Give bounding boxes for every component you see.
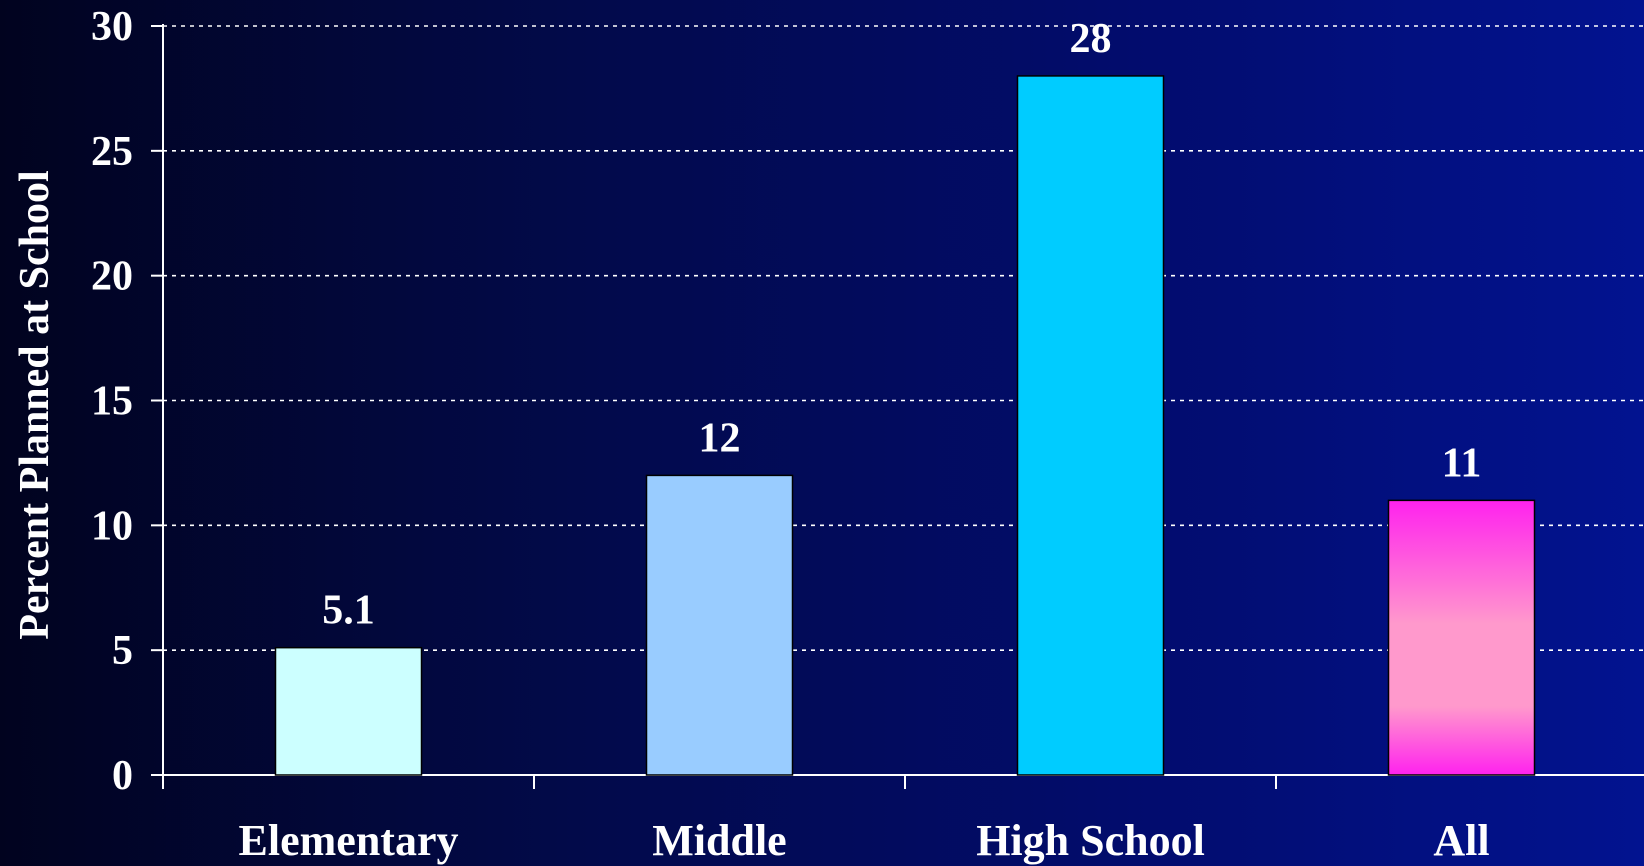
y-tick-label-0: 0 [112, 753, 133, 799]
y-tick-label-15: 15 [91, 379, 133, 425]
bar-middle [645, 474, 794, 776]
data-label-high-school: 28 [1070, 16, 1112, 62]
data-label-elementary: 5.1 [322, 588, 375, 634]
y-axis-title: Percent Planned at School [12, 170, 58, 639]
y-tick-label-25: 25 [91, 129, 133, 175]
category-label-all: All [1433, 816, 1489, 865]
y-tick-label-20: 20 [91, 254, 133, 300]
data-label-middle: 12 [699, 415, 741, 461]
bar-all [1387, 499, 1536, 776]
category-label-high-school: High School [976, 816, 1205, 865]
y-tick-label-10: 10 [91, 503, 133, 549]
data-label-all: 11 [1442, 440, 1482, 486]
y-tick-label-30: 30 [91, 4, 133, 50]
bar-elementary [274, 646, 423, 776]
y-tick-label-5: 5 [112, 628, 133, 674]
bars [274, 75, 1536, 776]
category-label-elementary: Elementary [239, 816, 459, 865]
category-label-middle: Middle [652, 816, 786, 865]
labels: 0 5 10 15 20 25 30 5.1 Elementary 12 Middle 28 High … [91, 4, 1490, 865]
bar-high-school [1016, 75, 1165, 776]
